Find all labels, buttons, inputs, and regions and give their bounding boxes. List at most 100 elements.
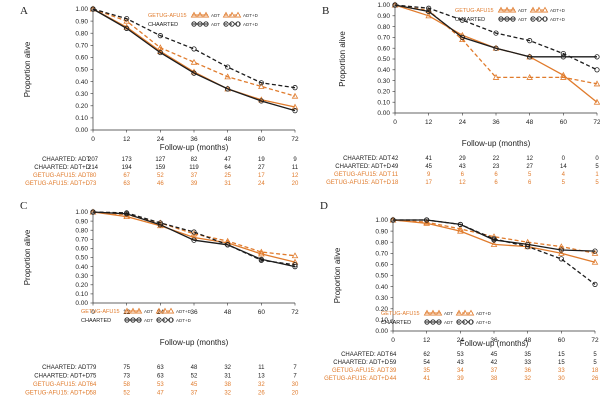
risk-table-value: 6 [528, 180, 532, 186]
data-point-marker [258, 80, 264, 86]
y-tick-label: 0.20 [75, 282, 88, 289]
data-point-marker [526, 73, 533, 80]
data-point-marker [191, 229, 197, 235]
risk-table-value: 58 [123, 382, 130, 388]
data-point-marker [191, 237, 197, 243]
legend-marker [467, 309, 475, 316]
legend-adt-label: ADT [444, 311, 453, 316]
y-tick-label: 0.40 [377, 67, 390, 74]
risk-table-label: GETUG-AFU15: ADT+D [326, 180, 392, 186]
x-tick-label: 60 [558, 337, 566, 344]
legend-marker [430, 319, 436, 325]
data-point-marker [291, 103, 299, 110]
legend-adt-d-label: ADT+D [176, 309, 192, 314]
risk-table-value: 64 [390, 352, 397, 358]
risk-table-value: 5 [528, 172, 532, 178]
risk-table-value: 23 [493, 164, 500, 170]
x-tick-label: 36 [490, 337, 498, 344]
risk-table-label: GETUG-AFU15: ADT+D [25, 181, 91, 187]
data-point-marker [424, 217, 430, 223]
risk-table-value: 82 [191, 157, 198, 163]
data-point-marker [457, 227, 464, 234]
y-tick-label: 1.00 [375, 217, 388, 224]
risk-table-value: 32 [224, 365, 231, 371]
risk-table-value: 42 [491, 360, 498, 366]
data-point-marker [291, 92, 299, 99]
risk-table-value: 5 [595, 180, 599, 186]
series-line-chaarted-adt [92, 8, 296, 112]
risk-table-label: GETUG-AFU15: ADT+D [324, 376, 390, 382]
data-point-marker [459, 17, 465, 23]
risk-table-value: 31 [224, 374, 231, 380]
risk-table-value: 5 [562, 180, 566, 186]
risk-table-label: GETUG-AFU15: ADT [334, 172, 391, 178]
y-axis-title: Proportion alive [338, 31, 347, 87]
risk-table-value: 45 [491, 352, 498, 358]
risk-table-value: 62 [423, 352, 430, 358]
risk-table-value: 173 [122, 157, 133, 163]
series-line-chaarted-adt-d [92, 211, 296, 266]
legend-marker [129, 307, 137, 314]
data-point-marker [292, 108, 298, 114]
data-point-marker [190, 58, 198, 65]
legend-marker [168, 317, 174, 323]
x-tick-label: 0 [391, 337, 395, 344]
y-tick-label: 0.60 [375, 262, 388, 269]
data-point-marker [157, 44, 164, 51]
legend-entry-label: CHAARTED [81, 318, 111, 324]
data-point-marker [157, 222, 163, 228]
data-point-marker [423, 219, 430, 226]
risk-table-value: 32 [224, 391, 231, 397]
y-tick-label: 0.10 [375, 317, 388, 324]
legend-marker [462, 319, 468, 325]
risk-table-value: 45 [191, 382, 198, 388]
risk-table-value: 7 [293, 374, 297, 380]
y-tick-label: 0.70 [377, 35, 390, 42]
risk-table-value: 159 [155, 165, 166, 171]
legend-marker [202, 11, 210, 18]
legend-marker [191, 21, 197, 27]
risk-table-value: 29 [459, 156, 466, 162]
legend-marker [503, 6, 511, 13]
x-tick-label: 36 [492, 119, 500, 126]
y-tick-label: 0.60 [75, 246, 88, 253]
risk-table-value: 18 [592, 368, 599, 374]
x-tick-label: 60 [560, 119, 568, 126]
legend-marker [136, 317, 142, 323]
legend-marker [167, 307, 175, 314]
risk-table-value: 17 [258, 173, 265, 179]
data-point-marker [426, 8, 432, 15]
x-tick-label: 48 [224, 309, 232, 316]
y-tick-label: 0.10 [377, 99, 390, 106]
risk-table-value: 79 [90, 365, 97, 371]
y-tick-label: 0.80 [377, 24, 390, 31]
x-tick-label: 0 [91, 309, 95, 316]
risk-table-value: 43 [457, 360, 464, 366]
y-axis-title: Proportion alive [333, 247, 342, 303]
legend-marker [436, 319, 442, 325]
risk-table-value: 11 [392, 172, 399, 178]
legend-entry-label: GETUG-AFU15 [81, 309, 120, 315]
risk-table-value: 44 [390, 376, 397, 382]
data-point-marker [124, 25, 130, 31]
y-tick-label: 0.10 [75, 115, 88, 122]
risk-table-value: 11 [258, 365, 265, 371]
legend-marker [162, 317, 168, 323]
risk-table-value: 30 [558, 376, 565, 382]
y-tick-label: 1.00 [377, 2, 390, 9]
x-tick-label: 0 [393, 119, 397, 126]
legend-marker [229, 21, 235, 27]
data-point-marker [291, 252, 299, 259]
legend-marker [497, 6, 505, 13]
legend-entry-label: GETUG-AFU15 [148, 13, 187, 19]
data-point-marker [292, 85, 298, 91]
risk-table-label: CHAARTED: ADT [42, 157, 90, 163]
risk-table-value: 37 [191, 391, 198, 397]
risk-table-label: GETUG-AFU15: ADT [33, 173, 90, 179]
risk-table-value: 14 [560, 164, 567, 170]
legend-marker [498, 16, 504, 22]
risk-table-value: 20 [292, 181, 299, 187]
x-tick-label: 12 [425, 119, 433, 126]
legend-marker [161, 307, 169, 314]
